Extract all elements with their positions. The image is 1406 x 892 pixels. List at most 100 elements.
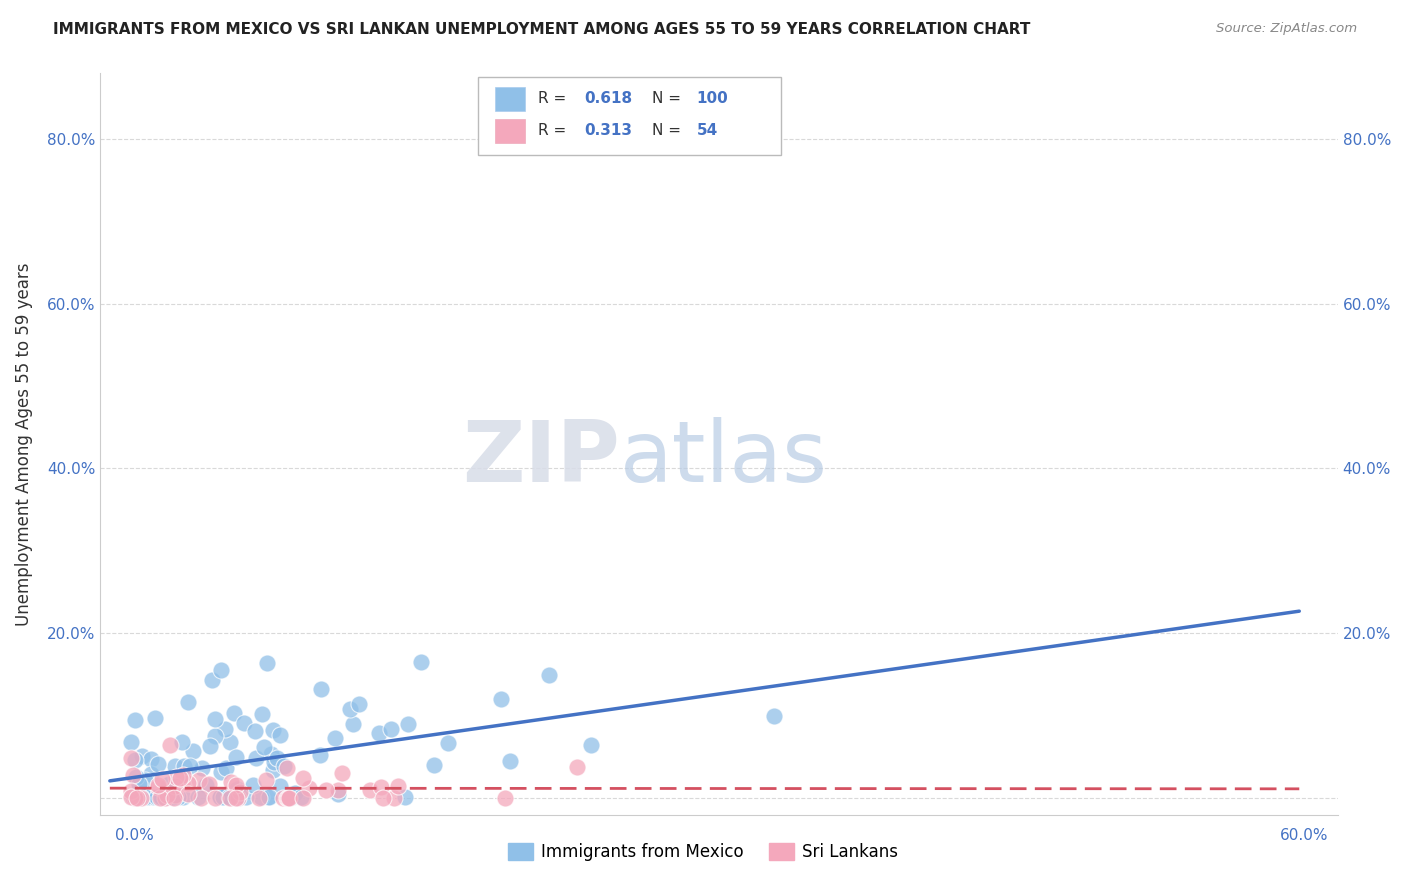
Point	[172, 790, 194, 805]
Point	[129, 790, 152, 805]
Point	[191, 761, 214, 775]
Point	[489, 692, 512, 706]
Point	[370, 780, 392, 795]
Point	[163, 788, 186, 802]
Point	[360, 782, 382, 797]
Point	[157, 790, 180, 805]
Point	[277, 791, 299, 805]
Point	[124, 713, 146, 727]
Point	[141, 767, 163, 781]
Point	[326, 787, 349, 801]
Text: IMMIGRANTS FROM MEXICO VS SRI LANKAN UNEMPLOYMENT AMONG AGES 55 TO 59 YEARS CORR: IMMIGRANTS FROM MEXICO VS SRI LANKAN UNE…	[53, 22, 1031, 37]
Point	[762, 708, 785, 723]
Point	[260, 747, 283, 762]
Point	[187, 790, 209, 805]
Y-axis label: Unemployment Among Ages 55 to 59 years: Unemployment Among Ages 55 to 59 years	[15, 262, 32, 625]
Text: 0.0%: 0.0%	[115, 829, 155, 843]
Point	[142, 790, 165, 805]
Point	[120, 751, 142, 765]
Point	[183, 744, 205, 758]
Point	[271, 791, 294, 805]
Point	[163, 759, 186, 773]
Point	[177, 695, 200, 709]
Point	[198, 739, 221, 753]
Point	[218, 790, 240, 805]
Point	[190, 791, 212, 805]
Point	[177, 787, 200, 801]
Point	[148, 780, 170, 794]
Text: ZIP: ZIP	[463, 417, 620, 500]
Point	[120, 735, 142, 749]
Point	[204, 729, 226, 743]
Point	[131, 748, 153, 763]
Point	[172, 776, 194, 790]
Point	[141, 790, 163, 805]
Point	[148, 756, 170, 771]
Point	[162, 790, 184, 805]
Point	[143, 790, 166, 805]
Point	[195, 778, 218, 792]
Point	[292, 791, 315, 805]
Point	[225, 778, 247, 792]
Point	[292, 771, 315, 785]
Point	[122, 768, 145, 782]
Point	[235, 790, 257, 805]
Point	[156, 789, 179, 803]
Point	[128, 791, 150, 805]
Point	[254, 772, 277, 787]
Point	[208, 790, 231, 805]
FancyBboxPatch shape	[495, 119, 524, 143]
Point	[342, 717, 364, 731]
Point	[153, 791, 176, 805]
Point	[143, 790, 166, 805]
Point	[163, 779, 186, 793]
Point	[380, 722, 402, 736]
Point	[252, 706, 274, 721]
Point	[150, 772, 173, 786]
Point	[124, 791, 146, 805]
Point	[396, 717, 419, 731]
Point	[177, 775, 200, 789]
Point	[276, 791, 298, 805]
Point	[146, 778, 169, 792]
Point	[136, 790, 159, 805]
Point	[124, 770, 146, 784]
Point	[256, 656, 278, 670]
Point	[537, 667, 560, 681]
Point	[226, 791, 249, 805]
Point	[128, 777, 150, 791]
Point	[422, 758, 444, 772]
Point	[276, 761, 298, 775]
Point	[204, 712, 226, 726]
Point	[290, 790, 312, 805]
Point	[233, 715, 256, 730]
Point	[245, 751, 267, 765]
Point	[204, 791, 226, 805]
Point	[273, 759, 295, 773]
Point	[281, 790, 304, 805]
Point	[269, 779, 291, 793]
Point	[229, 785, 252, 799]
Text: 100: 100	[696, 92, 728, 106]
Point	[159, 739, 181, 753]
Point	[173, 759, 195, 773]
Point	[387, 779, 409, 793]
Point	[219, 775, 242, 789]
Point	[367, 726, 389, 740]
Point	[146, 790, 169, 805]
Point	[150, 790, 173, 805]
Point	[330, 765, 353, 780]
Point	[212, 790, 235, 805]
Point	[129, 791, 152, 805]
Point	[298, 781, 321, 796]
Point	[165, 770, 187, 784]
Point	[247, 791, 270, 805]
Point	[134, 790, 156, 805]
Point	[225, 791, 247, 805]
Text: N =: N =	[652, 123, 681, 138]
Point	[252, 740, 274, 755]
Point	[169, 772, 191, 786]
Point	[371, 791, 394, 805]
Point	[224, 706, 246, 720]
Point	[209, 663, 232, 677]
